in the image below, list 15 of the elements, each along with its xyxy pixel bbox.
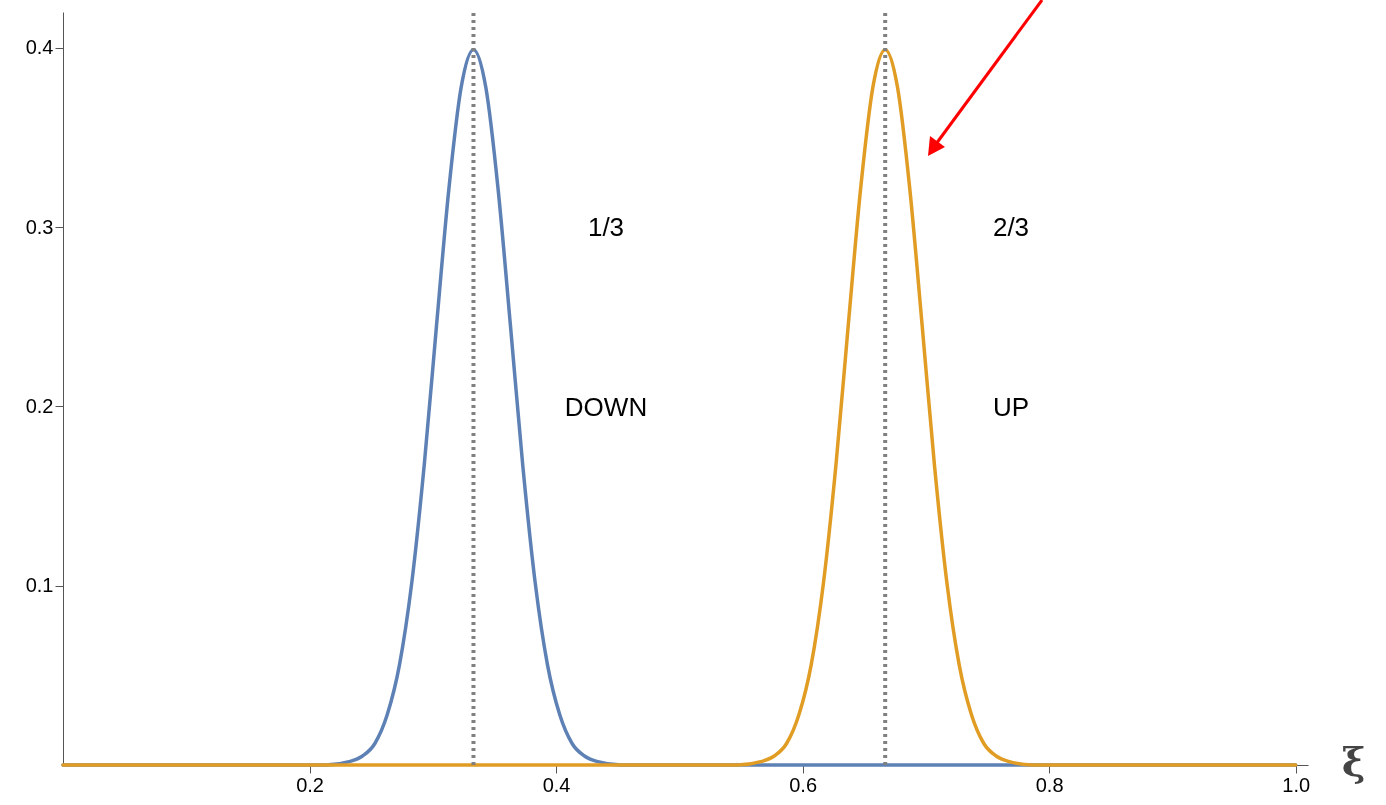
annotation: DOWN xyxy=(564,392,648,422)
annotation: 1/3 xyxy=(587,212,625,242)
y-tick-label: 0.3 xyxy=(25,215,54,238)
x-tick-label: 1.0 xyxy=(1282,773,1311,796)
x-tick-label: 0.2 xyxy=(296,773,324,796)
x-tick-label: 0.8 xyxy=(1035,773,1064,796)
annotation: UP xyxy=(992,392,1030,422)
x-tick-label: 0.6 xyxy=(789,773,818,796)
y-tick-label: 0.1 xyxy=(25,574,54,597)
x-tick-label: 0.4 xyxy=(542,773,571,796)
line-series xyxy=(61,47,1298,767)
y-tick-label: 0.4 xyxy=(25,36,54,59)
x-axis-title: ξ xyxy=(1341,737,1366,785)
annotation: 2/3 xyxy=(992,212,1030,242)
y-tick-label: 0.2 xyxy=(25,394,54,417)
